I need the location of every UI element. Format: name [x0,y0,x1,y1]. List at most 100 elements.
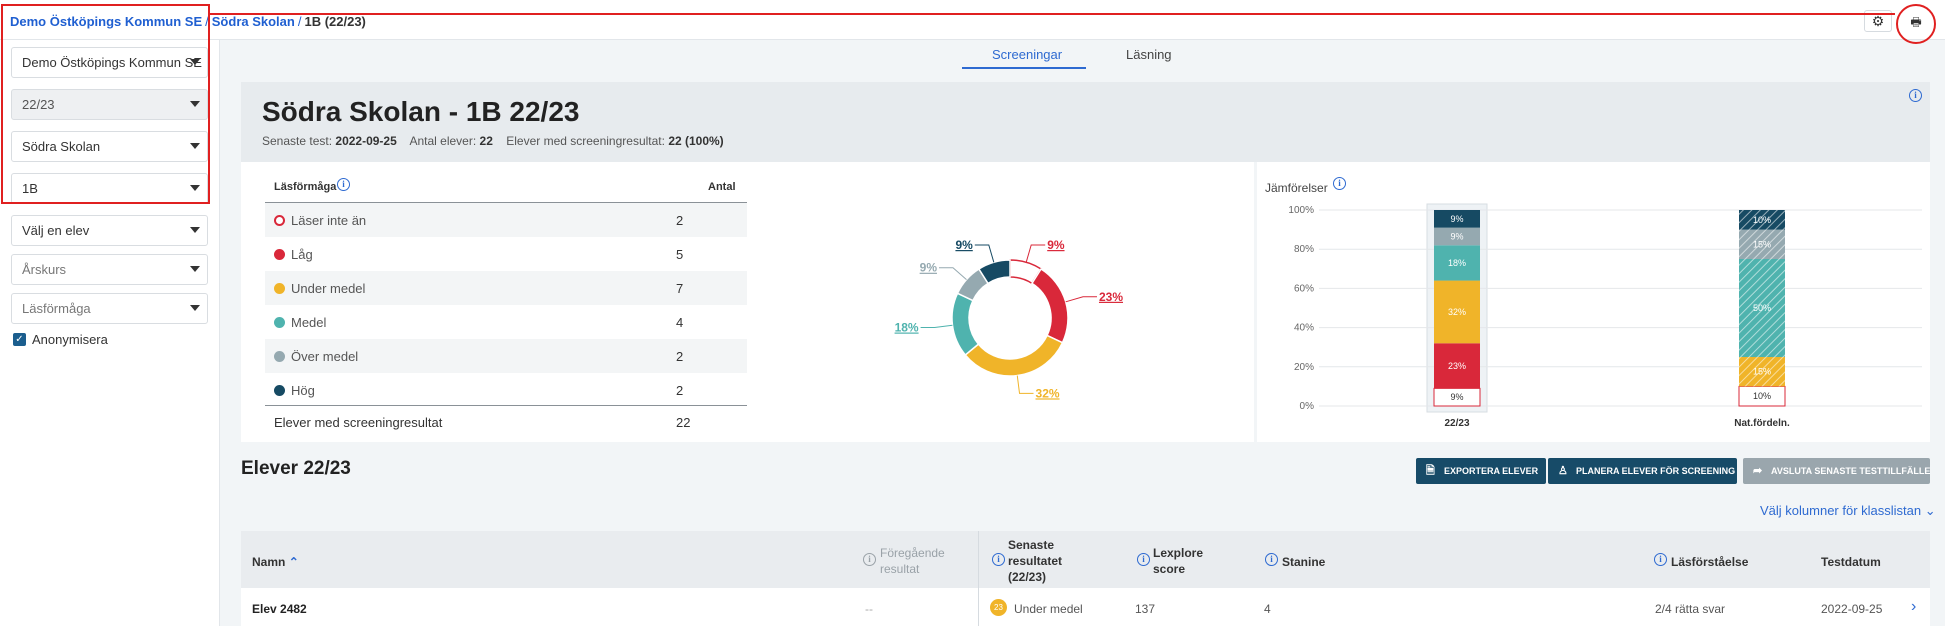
ability-count: 7 [676,281,684,296]
export-students-button[interactable]: 🗎 EXPORTERA ELEVER [1416,458,1546,484]
donut-data-label: 18% [895,321,919,335]
info-icon[interactable]: i [1265,553,1278,566]
org-select[interactable]: Demo Östköpings Kommun SE [11,47,208,78]
chevron-down-icon [190,185,200,191]
class-select-value: 1B [22,181,38,196]
ability-label: Medel [291,315,327,330]
student-lexplore: 137 [1135,602,1156,616]
plan-label: PLANERA ELEVER FÖR SCREENING [1576,466,1736,476]
donut-data-label: 9% [920,261,938,275]
column-lexplore[interactable]: Lexplore score [1153,546,1204,576]
highlight-box [1,4,210,204]
tab-reading[interactable]: Läsning [1126,47,1172,62]
donut-data-label: 9% [955,238,973,252]
legend-dot [274,351,285,362]
column-name-label: Namn [252,555,286,569]
latest-test-value: 2022-09-25 [335,134,397,148]
ability-label: Hög [291,383,315,398]
info-icon[interactable]: i [992,553,1005,566]
info-icon[interactable]: i [863,553,876,566]
legend-dot [274,317,285,328]
grade-select[interactable]: Årskurs [11,254,208,285]
hatch-overlay [1739,229,1785,259]
student-select[interactable]: Välj en elev [11,215,208,246]
donut-slice [1030,267,1069,344]
column-prev[interactable]: Föregående resultat [880,546,945,576]
chevron-right-icon[interactable]: › [1911,598,1917,615]
y-tick-label: 0% [1300,401,1315,412]
student-name[interactable]: Elev 2482 [252,602,307,616]
table-divider [265,405,747,406]
ability-count: 2 [676,349,684,364]
bar-data-label: 15% [1753,239,1771,249]
hatch-overlay [1739,210,1785,230]
summary-meta: Senaste test: 2022-09-25 Antal elever: 2… [262,134,724,148]
column-date[interactable]: Testdatum [1821,555,1881,569]
export-label: EXPORTERA ELEVER [1444,466,1539,476]
bar-data-label: 9% [1450,231,1463,241]
settings-button[interactable]: ⚙ [1864,10,1892,32]
student-prev: -- [865,602,873,616]
legend-dot [274,215,285,226]
comparison-title: Jämförelser [1265,181,1328,195]
stacked-bar-segment [1434,245,1480,281]
legend-dot [274,249,285,260]
bar-data-label: 9% [1450,214,1463,224]
ability-row: Under medel 7 [265,271,747,305]
comparison-stacked-chart: 0% 20% 40% 60% 80% 100% 9% 23% 32% 18% 9% 9% 22/23 10… [1288,203,1922,429]
info-icon[interactable]: i [1137,553,1150,566]
anonymize-checkbox[interactable]: ✓ [13,333,26,346]
breadcrumb-school[interactable]: Södra Skolan [211,14,295,29]
bar-data-label: 23% [1448,361,1466,371]
y-tick-label: 60% [1294,283,1314,294]
bar-data-label: 9% [1450,392,1463,402]
highlight-circle [1896,4,1936,44]
chevron-down-icon [190,59,200,65]
student-select-value: Välj en elev [22,223,90,238]
ability-count: 4 [676,315,684,330]
info-icon[interactable]: i [1654,553,1667,566]
donut-data-label: 9% [1047,238,1065,252]
column-name[interactable]: Namn ⌃ [252,554,299,570]
column-divider [978,531,979,626]
info-icon[interactable]: i [1909,89,1922,102]
legend-dot [274,283,285,294]
class-select[interactable]: 1B [11,173,208,204]
ability-row: Läser inte än 2 [265,203,747,237]
ability-label: Över medel [291,349,359,364]
ability-count: 5 [676,247,684,262]
year-select[interactable]: 22/23 [11,89,208,120]
student-comprehension: 2/4 rätta svar [1655,602,1726,616]
breadcrumb-org[interactable]: Demo Östköpings Kommun SE [10,14,203,29]
active-tab-indicator [962,67,1086,69]
info-icon[interactable]: i [337,178,350,191]
info-icon[interactable]: i [1333,177,1346,190]
finish-test-button[interactable]: ➦ AVSLUTA SENASTE TESTTILLFÄLLE [1743,458,1930,484]
breadcrumb: Demo Östköpings Kommun SE / Södra Skolan/1… [10,14,366,29]
total-value: 22 [676,415,691,430]
choose-columns-link[interactable]: Välj kolumner för klasslistan ⌄ [1760,503,1936,519]
ability-label: Låg [291,247,313,262]
ability-select[interactable]: Läsförmåga [11,293,208,324]
column-comprehension[interactable]: Läsförståelse [1671,555,1749,569]
school-select[interactable]: Södra Skolan [11,131,208,162]
legend-dot [274,385,285,396]
top-bar: Demo Östköpings Kommun SE / Södra Skolan/1… [0,0,1945,40]
column-stanine[interactable]: Stanine [1282,555,1326,569]
bar-data-label: 15% [1753,367,1771,377]
finish-label: AVSLUTA SENASTE TESTTILLFÄLLE [1771,466,1931,476]
ability-row: Låg 5 [265,237,747,271]
y-tick-label: 20% [1294,362,1314,373]
tab-screening[interactable]: Screeningar [992,47,1063,62]
ability-count: 2 [676,213,684,228]
column-latest[interactable]: Senaste resultatet (22/23) [1008,538,1063,584]
anonymize-label: Anonymisera [32,332,108,347]
gear-icon: ⚙ [1871,13,1885,29]
plan-screening-button[interactable]: ♙ PLANERA ELEVER FÖR SCREENING [1548,458,1737,484]
donut-slice [977,259,1011,285]
student-date: 2022-09-25 [1821,602,1883,616]
ability-select-value: Läsförmåga [22,301,91,316]
chevron-down-icon [190,143,200,149]
results-value: 22 (100%) [668,134,724,148]
school-select-value: Södra Skolan [22,139,101,154]
